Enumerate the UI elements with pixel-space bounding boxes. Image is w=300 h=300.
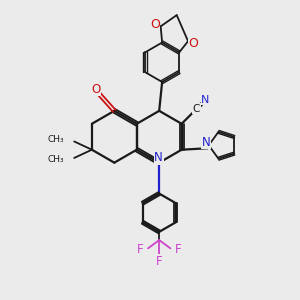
Text: CH₃: CH₃ xyxy=(47,155,64,164)
Text: F: F xyxy=(175,243,181,256)
Text: F: F xyxy=(137,243,144,256)
Text: O: O xyxy=(92,83,101,96)
Text: CH₃: CH₃ xyxy=(47,136,64,145)
Text: N: N xyxy=(201,95,210,105)
Text: N: N xyxy=(154,151,163,164)
Text: C: C xyxy=(193,104,200,114)
Text: O: O xyxy=(188,37,198,50)
Text: O: O xyxy=(150,18,160,32)
Text: N: N xyxy=(202,136,210,149)
Text: F: F xyxy=(156,255,163,268)
